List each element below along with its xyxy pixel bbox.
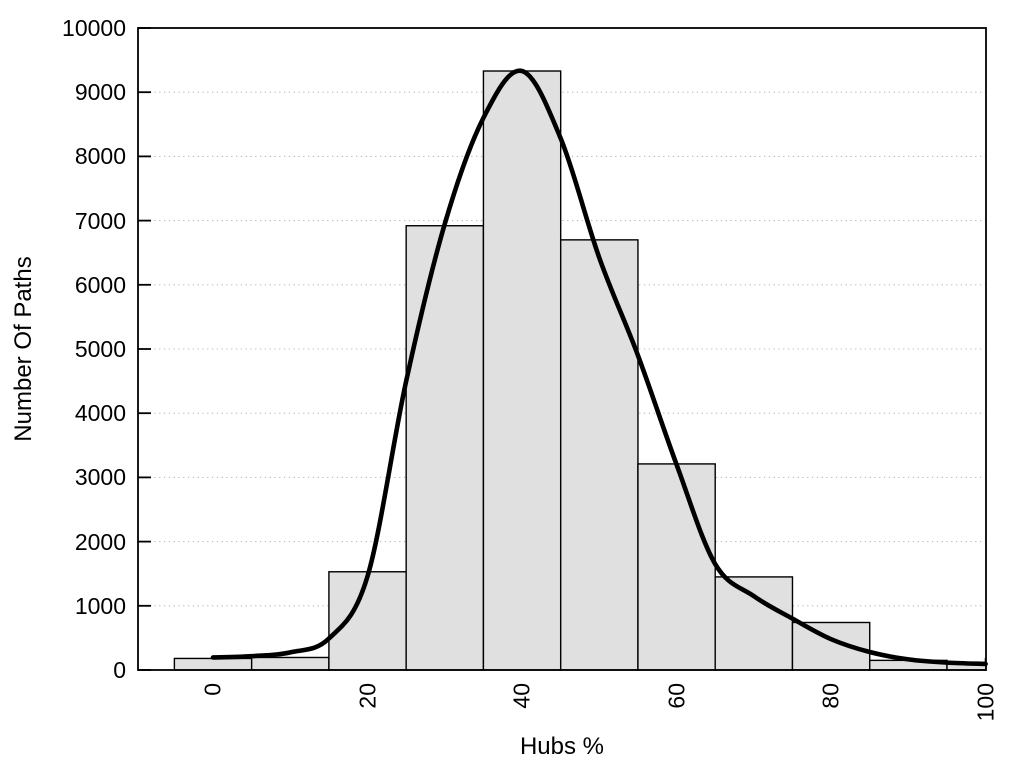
histogram-bar <box>405 225 485 671</box>
y-tick-label: 7000 <box>74 207 126 234</box>
histogram-bar <box>173 657 253 671</box>
histogram-bar <box>559 239 639 671</box>
y-tick-label: 6000 <box>74 271 126 298</box>
histogram-bar <box>328 571 407 671</box>
x-tick-label: 100 <box>972 683 999 722</box>
histogram-bar <box>637 463 716 671</box>
y-tick-label: 0 <box>113 657 126 683</box>
histogram-bar <box>482 70 562 671</box>
y-tick-label: 4000 <box>74 400 126 427</box>
y-tick-label: 3000 <box>74 464 126 491</box>
y-tick-label: 9000 <box>74 79 126 106</box>
x-tick-label: 0 <box>199 683 226 696</box>
y-tick-label: 8000 <box>74 143 126 170</box>
histogram-bar <box>791 621 871 671</box>
x-tick-label: 60 <box>663 683 690 709</box>
x-axis-title: Hubs % <box>519 733 605 760</box>
histogram-bar <box>250 656 330 671</box>
y-tick-label: 10000 <box>62 15 126 41</box>
histogram-bar <box>714 576 794 671</box>
density-curve <box>210 68 988 667</box>
y-tick-label: 2000 <box>74 528 126 555</box>
y-tick-label: 1000 <box>74 592 126 619</box>
y-tick-label: 5000 <box>74 336 126 362</box>
x-tick-label: 80 <box>817 683 844 709</box>
y-axis-title: Number Of Paths <box>10 256 37 442</box>
x-tick-label: 20 <box>354 683 381 709</box>
x-tick-label: 40 <box>508 683 535 709</box>
